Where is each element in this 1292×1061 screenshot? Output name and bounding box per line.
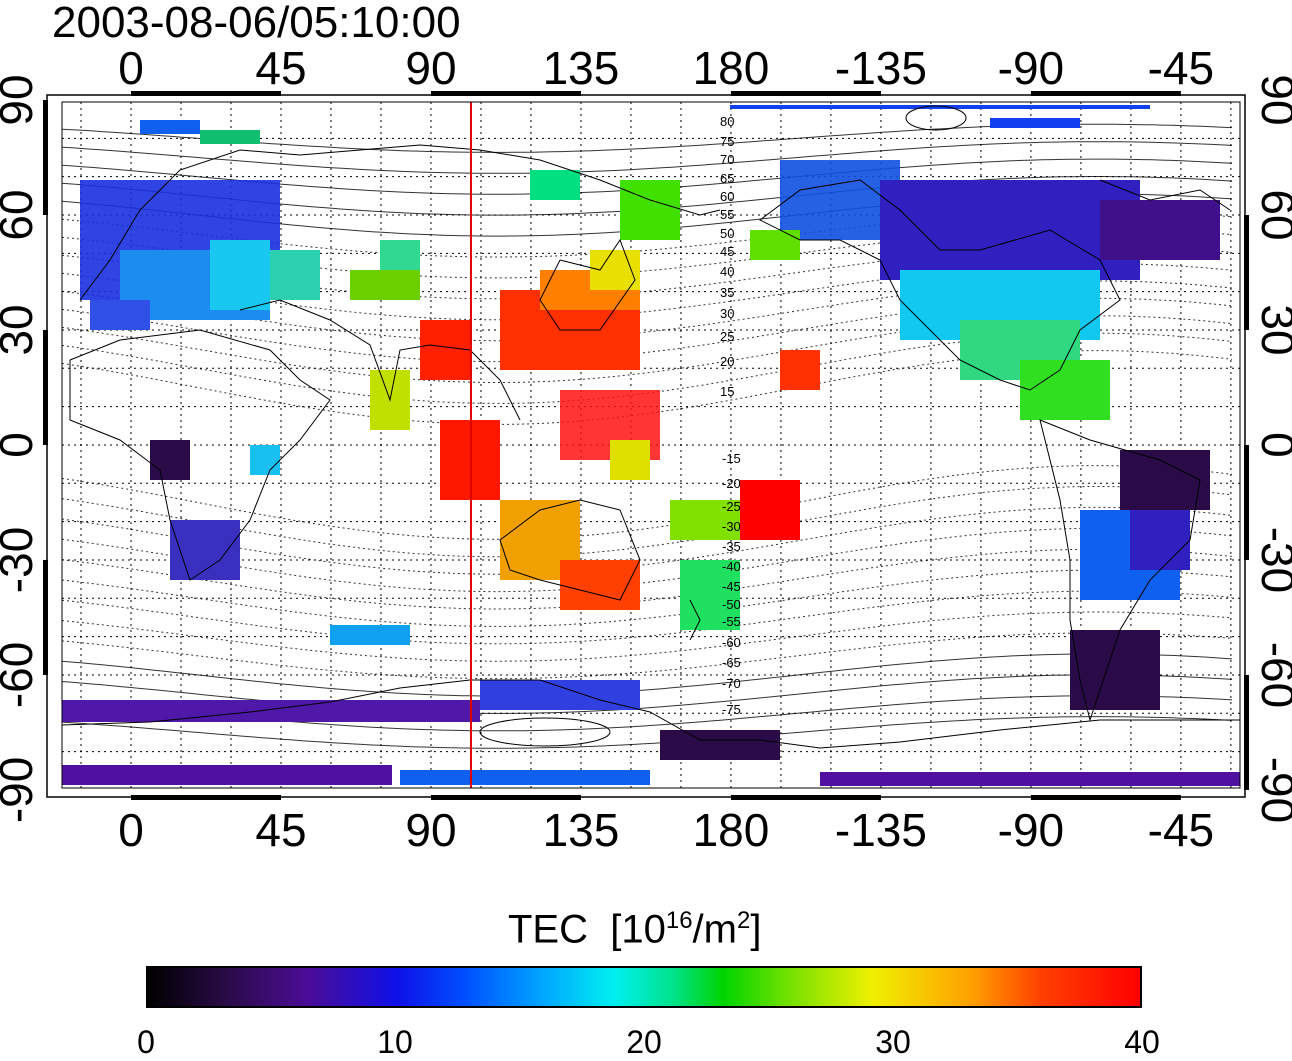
mlat-label: -50	[722, 597, 741, 612]
mlat-label: -70	[722, 676, 741, 691]
latitude-label: -90	[1252, 757, 1292, 823]
mlat-label: 65	[720, 171, 734, 186]
mlat-label: -30	[722, 519, 741, 534]
colorbar-tick-30: 30	[875, 1024, 911, 1060]
latitude-label: -60	[1252, 642, 1292, 708]
mlat-label: 45	[720, 244, 734, 259]
latitude-label: 0	[1252, 432, 1292, 458]
map-inner-frame	[61, 101, 1241, 789]
longitude-label: 45	[255, 804, 306, 856]
magnetic-latitude-labels: 80 75 70 65 60 55 50 45 40 35 30 25 20 15 -15 -20 -25 -30…	[720, 114, 741, 717]
mlat-label: -65	[722, 655, 741, 670]
mlat-label: -25	[722, 499, 741, 514]
latitude-label: -60	[0, 642, 42, 708]
right-latitude-labels: 90 60 30 0 -30 -60 -90	[1252, 74, 1292, 823]
longitude-label: -90	[998, 804, 1064, 856]
mlat-label: -55	[722, 614, 741, 629]
top-axis-ticks	[131, 91, 1181, 96]
longitude-label: 90	[405, 804, 456, 856]
colorbar-tick-0: 0	[137, 1024, 155, 1060]
mlat-label: 55	[720, 207, 734, 222]
mlat-label: -20	[722, 476, 741, 491]
left-latitude-labels: 90 60 30 0 -30 -60 -90	[0, 74, 42, 823]
coastlines	[62, 105, 1240, 749]
longitude-label: 45	[255, 42, 306, 94]
longitude-label: 135	[543, 42, 620, 94]
longitude-label: 0	[118, 804, 144, 856]
latitude-label: 30	[0, 304, 42, 355]
latitude-label: 90	[1252, 74, 1292, 125]
latitude-label: 60	[0, 189, 42, 240]
tec-measurement-cells	[62, 105, 1240, 786]
longitude-label: 90	[405, 42, 456, 94]
mlat-label: -15	[722, 451, 741, 466]
mlat-label: 30	[720, 306, 734, 321]
latitude-label: -30	[0, 527, 42, 593]
mlat-label: 20	[720, 354, 734, 369]
longitude-label: 180	[693, 42, 770, 94]
map-timestamp: 2003-08-06/05:10:00	[52, 0, 461, 47]
mlat-label: 25	[720, 329, 734, 344]
longitude-label: -45	[1148, 804, 1214, 856]
longitude-label: -45	[1148, 42, 1214, 94]
mlat-label: 50	[720, 226, 734, 241]
latitude-label: -30	[1252, 527, 1292, 593]
colorbar	[146, 966, 1142, 1008]
longitude-label: 0	[118, 42, 144, 94]
latitude-label: 90	[0, 74, 42, 125]
mlat-label: -60	[722, 635, 741, 650]
colorbar-tick-40: 40	[1124, 1024, 1160, 1060]
longitude-label: -90	[998, 42, 1064, 94]
longitude-label: 135	[543, 804, 620, 856]
left-axis-ticks	[43, 100, 48, 675]
mlat-label: -40	[722, 559, 741, 574]
map-outer-frame	[46, 94, 1246, 798]
colorbar-tick-20: 20	[626, 1024, 662, 1060]
longitude-label: -135	[835, 804, 927, 856]
colorbar-tick-10: 10	[377, 1024, 413, 1060]
mlat-label: 80	[720, 114, 734, 129]
latitude-label: 0	[0, 432, 42, 458]
top-longitude-labels: 0 45 90 135 180 -135 -90 -45	[118, 42, 1214, 94]
mlat-label: 70	[720, 152, 734, 167]
mlat-label: -75	[722, 702, 741, 717]
mlat-label: 75	[720, 134, 734, 149]
mlat-label: 60	[720, 189, 734, 204]
mlat-label: 15	[720, 384, 734, 399]
latitude-label: 60	[1252, 189, 1292, 240]
latitude-label: 30	[1252, 304, 1292, 355]
mlat-label: -45	[722, 579, 741, 594]
mlat-label: -35	[722, 539, 741, 554]
longitude-label: -135	[835, 42, 927, 94]
bottom-longitude-labels: 0 45 90 135 180 -135 -90 -45	[118, 804, 1214, 856]
latitude-label: -90	[0, 757, 42, 823]
mlat-label: 40	[720, 264, 734, 279]
tec-map: 0 45 90 135 180 -135 -90 -45 0 45 90 135 180 -135 -90…	[0, 42, 1292, 856]
mlat-label: 35	[720, 285, 734, 300]
colorbar-title: TEC [1016/m2]	[508, 907, 762, 952]
longitude-label: 180	[693, 804, 770, 856]
right-axis-ticks	[1244, 214, 1249, 790]
